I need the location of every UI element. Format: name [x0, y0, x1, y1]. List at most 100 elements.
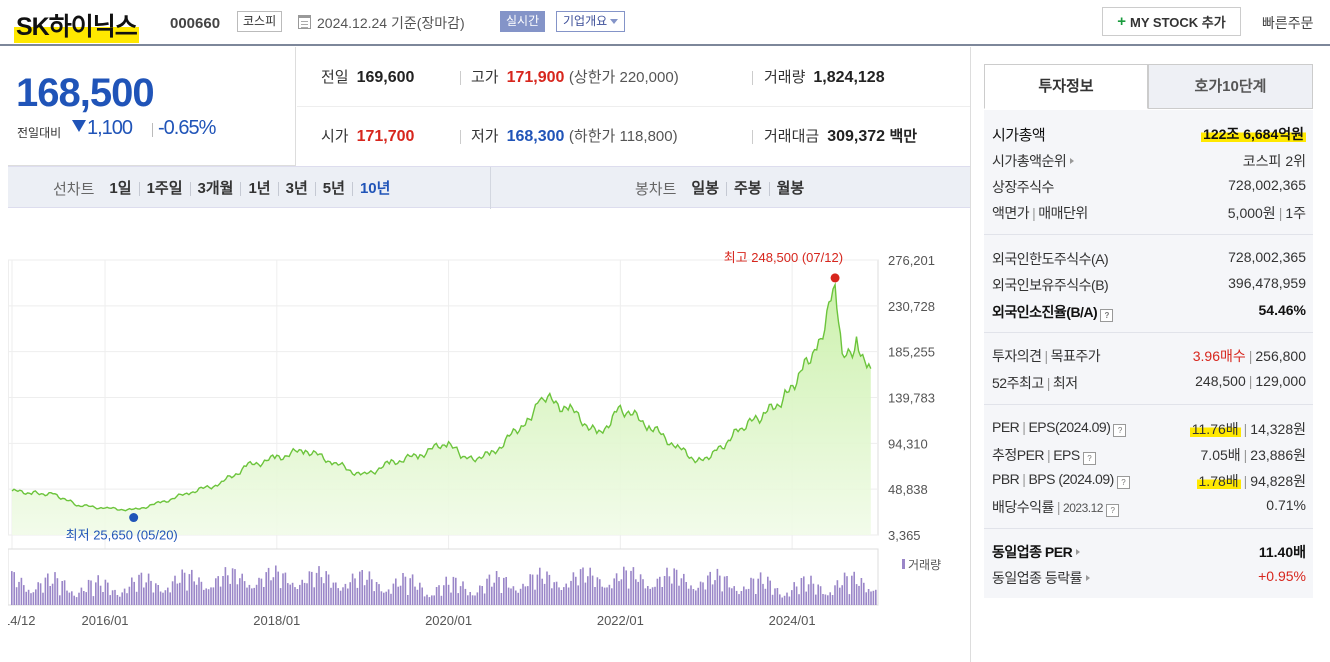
volume-bar [51, 583, 54, 605]
volume-bar [462, 581, 464, 605]
sector-per-label: 동일업종 PER [992, 544, 1073, 560]
candle-chart-tabs: 봉차트 일봉 주봉 월봉 [635, 178, 811, 199]
mktcap-rank-label: 시가총액순위 [992, 153, 1067, 169]
volume-bar [75, 597, 78, 605]
tab-invest-info[interactable]: 투자정보 [984, 64, 1148, 109]
volume-bar [651, 587, 654, 605]
volume-bar [803, 576, 805, 605]
volume-bar [47, 573, 49, 605]
volume-bar [783, 595, 786, 605]
tab-5y[interactable]: 5년 [314, 181, 352, 196]
volume-bar [493, 582, 495, 605]
volume-bar [443, 585, 445, 605]
sector-per-key[interactable]: 동일업종 PER [992, 542, 1081, 562]
volume-bar [618, 581, 620, 605]
volume-bar [318, 566, 320, 605]
volume-bar [227, 575, 229, 605]
chevron-down-icon [610, 19, 619, 25]
volume-bar [594, 587, 596, 605]
volume-bar [186, 590, 188, 605]
tab-daily[interactable]: 일봉 [691, 179, 720, 197]
divider [984, 234, 1313, 235]
wk52-key: 52주최고 | 최저 [992, 375, 1078, 391]
add-mystock-button[interactable]: + MY STOCK 추가 [1102, 7, 1241, 36]
volume-bar [253, 587, 255, 605]
volume-bar [685, 582, 687, 605]
est-eps-text: 23,886원 [1250, 447, 1306, 463]
tab-1w[interactable]: 1주일 [138, 181, 190, 196]
volume-bar [234, 569, 236, 605]
price-line [11, 281, 872, 512]
volume-bar [699, 581, 702, 605]
volume-bar [306, 583, 308, 605]
volume-bar [56, 578, 59, 605]
volume-bar [92, 596, 95, 605]
tab-monthly[interactable]: 월봉 [768, 181, 812, 196]
volume-bar [104, 579, 107, 605]
volume-bar [759, 572, 762, 605]
tab-3y[interactable]: 3년 [277, 181, 315, 196]
volume-bar [630, 570, 632, 605]
volume-bar [527, 586, 529, 605]
volume-bar [841, 585, 843, 605]
divider [152, 123, 153, 137]
corp-overview-dropdown[interactable]: 기업개요 [556, 11, 626, 32]
price-chart[interactable]: 276,201 230,728 185,255 139,783 94,310 48,838… [8, 209, 970, 662]
volume-bar [815, 594, 817, 605]
stat-label: 시가 [321, 128, 349, 145]
tab-1d[interactable]: 1일 [109, 179, 132, 197]
volume-bar [411, 574, 414, 605]
help-icon[interactable]: ? [1116, 476, 1130, 489]
row-mktcap-rank: 시가총액순위 코스피 2위 [992, 147, 1306, 173]
volume-bar [63, 580, 66, 605]
help-icon[interactable]: ? [1082, 452, 1096, 465]
help-icon[interactable]: ? [1105, 504, 1119, 517]
volume-bar [596, 577, 599, 605]
volume-bar [779, 594, 781, 605]
help-icon[interactable]: ? [1100, 309, 1114, 322]
x-tick-label: 2016/01 [82, 613, 129, 628]
volume-bar [524, 586, 527, 605]
help-icon[interactable]: ? [1113, 424, 1127, 437]
volume-bar [267, 567, 270, 605]
volume-bar [565, 583, 567, 605]
shares-label: 상장주식수 [992, 179, 1054, 195]
mktcap-rank-key[interactable]: 시가총액순위 [992, 151, 1075, 171]
foreign-ratio-key: 외국인소진율(B/A)? [992, 302, 1114, 322]
foreign-hold-value: 396,478,959 [1228, 275, 1306, 291]
stat-value: 171,900 [506, 69, 565, 86]
tab-3m[interactable]: 3개월 [189, 181, 241, 196]
realtime-button[interactable]: 실시간 [500, 11, 546, 32]
volume-bar [440, 595, 443, 605]
tab-weekly[interactable]: 주봉 [726, 181, 769, 196]
x-tick-label: 2018/01 [253, 613, 300, 628]
mktcap-rank-value: 코스피 2위 [1242, 153, 1306, 169]
volume-bar [119, 596, 121, 605]
volume-bar [599, 579, 601, 605]
volume-bar [647, 586, 649, 605]
tab-10y[interactable]: 10년 [351, 181, 398, 196]
volume-bar [145, 582, 147, 605]
volume-bar [726, 576, 728, 605]
volume-bar [500, 593, 503, 605]
volume-bar [87, 579, 90, 605]
volume-bar [613, 578, 615, 605]
volume-bar [615, 573, 618, 605]
add-mystock-label: MY STOCK 추가 [1130, 15, 1226, 30]
volume-bar [819, 586, 822, 605]
volume-bar [812, 583, 815, 605]
volume-bar [49, 586, 51, 605]
stock-name[interactable]: SK하이닉스 [14, 7, 139, 43]
bps-label: BPS (2024.09) [1028, 471, 1114, 487]
stat-low: 저가 168,300 (하한가 118,800) [471, 125, 678, 146]
tab-1y[interactable]: 1년 [240, 181, 277, 196]
quick-order-link[interactable]: 빠른주문 [1262, 15, 1314, 31]
volume-bar [217, 576, 219, 605]
tab-orderbook[interactable]: 호가10단계 [1148, 64, 1313, 109]
volume-bar [872, 590, 875, 605]
volume-bar [183, 572, 186, 605]
volume-bar [851, 575, 853, 605]
stats-row: 시가 171,700 저가 168,300 (하한가 118,800) 거래대금 30… [297, 106, 970, 166]
opinion-value: 3.96매수 | 256,800 [1192, 348, 1306, 364]
sector-chg-key[interactable]: 동일업종 등락률 [992, 568, 1091, 588]
